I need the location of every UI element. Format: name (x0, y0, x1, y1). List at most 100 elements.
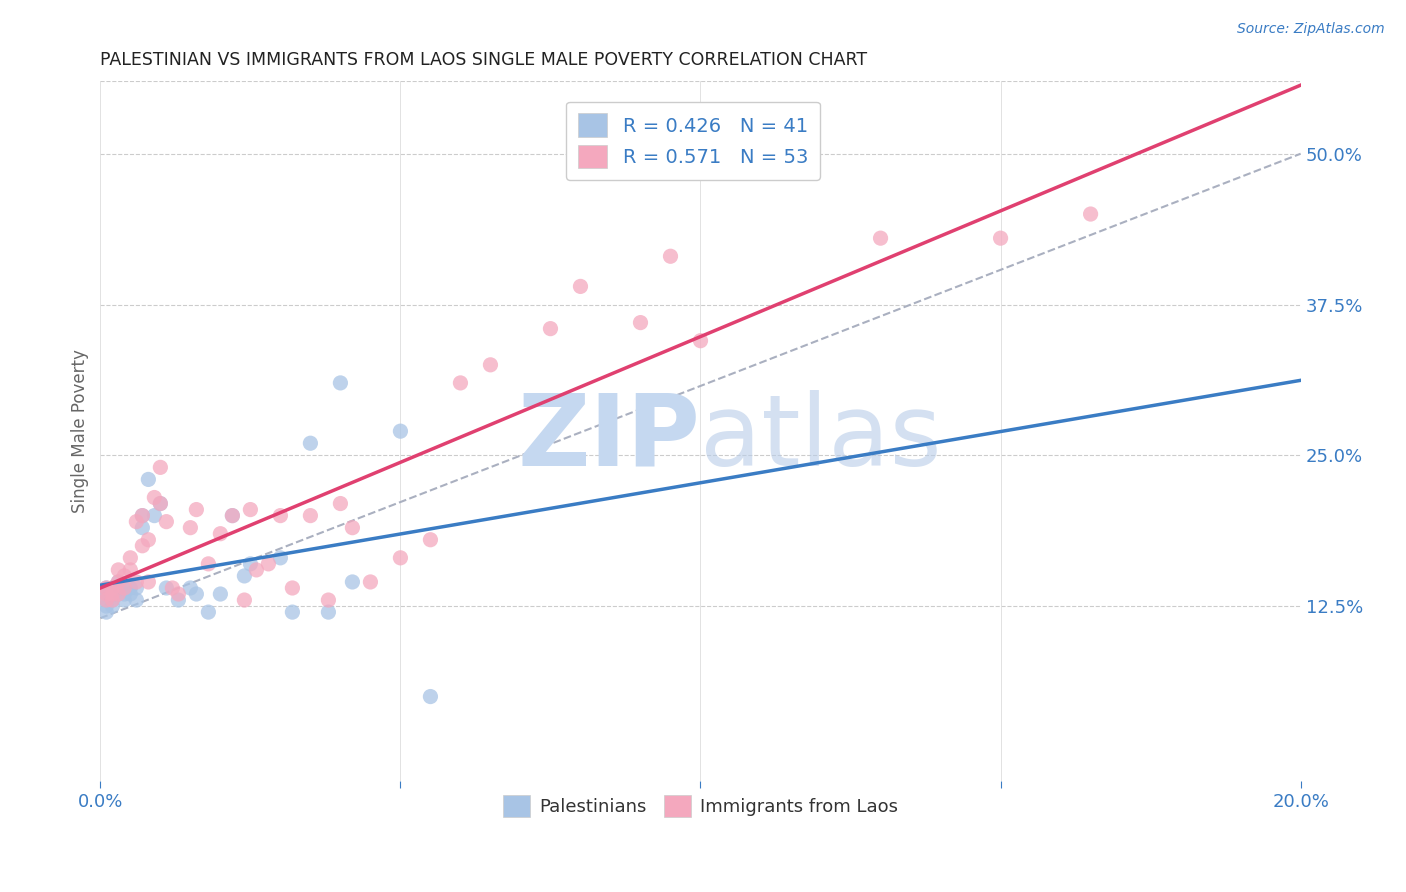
Point (138, 574, 160, 589)
Point (221, 508, 243, 523)
Point (131, 508, 153, 523)
Point (125, 581, 148, 595)
Text: PALESTINIAN VS IMMIGRANTS FROM LAOS SINGLE MALE POVERTY CORRELATION CHART: PALESTINIAN VS IMMIGRANTS FROM LAOS SING… (100, 51, 868, 69)
Point (342, 574, 364, 589)
Point (179, 521, 201, 535)
Point (149, 497, 172, 511)
Point (96, 605, 118, 619)
Point (149, 460, 172, 475)
Point (186, 502, 208, 516)
Point (167, 587, 190, 601)
Point (186, 587, 208, 601)
Point (299, 436, 322, 450)
Point (389, 550, 412, 565)
Point (419, 690, 441, 704)
Point (101, 593, 124, 607)
Point (96, 587, 118, 601)
Point (101, 587, 124, 601)
Point (149, 497, 172, 511)
Point (101, 599, 124, 613)
Point (281, 581, 304, 595)
Point (257, 557, 280, 571)
Point (540, 321, 562, 335)
Point (131, 508, 153, 523)
Point (449, 376, 471, 390)
Point (239, 502, 262, 516)
Point (233, 593, 256, 607)
Point (131, 539, 153, 553)
Point (155, 515, 177, 529)
Point (419, 533, 441, 547)
Point (233, 569, 256, 583)
Y-axis label: Single Male Poverty: Single Male Poverty (72, 350, 89, 513)
Point (167, 593, 190, 607)
Point (1080, 207, 1102, 221)
Point (120, 563, 142, 577)
Point (689, 334, 711, 348)
Point (197, 605, 219, 619)
Point (107, 581, 129, 595)
Point (96, 593, 118, 607)
Point (269, 550, 291, 565)
Point (342, 521, 364, 535)
Point (96, 581, 118, 595)
Point (239, 557, 262, 571)
Point (101, 581, 124, 595)
Point (112, 593, 135, 607)
Point (96, 587, 118, 601)
Point (143, 491, 166, 505)
Point (107, 563, 129, 577)
Point (101, 593, 124, 607)
Point (359, 574, 381, 589)
Point (179, 581, 201, 595)
Point (155, 581, 177, 595)
Point (299, 508, 322, 523)
Point (107, 587, 129, 601)
Point (125, 593, 148, 607)
Point (120, 550, 142, 565)
Point (107, 587, 129, 601)
Point (329, 497, 352, 511)
Point (101, 581, 124, 595)
Point (990, 231, 1012, 245)
Point (138, 533, 160, 547)
Point (245, 563, 267, 577)
Point (125, 515, 148, 529)
Point (96, 593, 118, 607)
Point (107, 574, 129, 589)
Point (869, 231, 891, 245)
Point (112, 581, 135, 595)
Point (107, 574, 129, 589)
Point (120, 581, 142, 595)
Point (389, 424, 412, 438)
Point (125, 574, 148, 589)
Point (269, 508, 291, 523)
Point (209, 526, 232, 541)
Text: atlas: atlas (700, 390, 942, 487)
Point (96, 599, 118, 613)
Point (138, 472, 160, 486)
Point (131, 521, 153, 535)
Point (162, 581, 184, 595)
Point (120, 587, 142, 601)
Point (112, 569, 135, 583)
Point (630, 316, 652, 330)
Point (209, 587, 232, 601)
Point (101, 587, 124, 601)
Legend: Palestinians, Immigrants from Laos: Palestinians, Immigrants from Laos (495, 788, 905, 824)
Text: Source: ZipAtlas.com: Source: ZipAtlas.com (1237, 22, 1385, 37)
Point (569, 279, 592, 293)
Point (281, 605, 304, 619)
Point (318, 593, 340, 607)
Text: ZIP: ZIP (517, 390, 700, 487)
Point (329, 376, 352, 390)
Point (112, 587, 135, 601)
Point (112, 581, 135, 595)
Point (221, 508, 243, 523)
Point (143, 508, 166, 523)
Point (197, 557, 219, 571)
Point (659, 249, 682, 263)
Point (479, 358, 502, 372)
Point (96, 581, 118, 595)
Point (318, 605, 340, 619)
